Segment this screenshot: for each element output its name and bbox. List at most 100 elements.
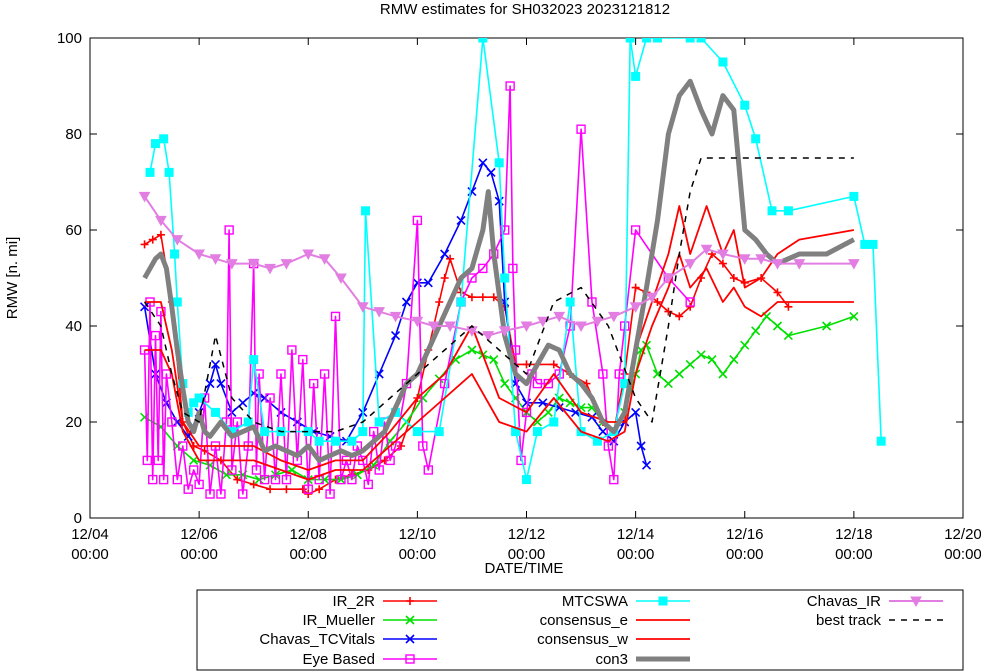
- data-point-eye-based: [303, 484, 313, 494]
- data-point-eye-based: [385, 455, 395, 466]
- data-point-chavas-ir: [302, 249, 315, 261]
- data-point-ir-mueller: [500, 379, 510, 389]
- data-point-eye-based: [183, 484, 193, 494]
- data-point-eye-based: [521, 407, 532, 418]
- data-point-ir-2r: [478, 293, 487, 302]
- data-point-ir-2r: [631, 283, 640, 292]
- data-point-ir-2r: [148, 235, 157, 244]
- data-point-ir-mueller: [674, 369, 684, 379]
- data-point-chavas-ir: [226, 259, 238, 270]
- data-point-ir-2r: [397, 442, 406, 450]
- data-point-chavas-ir: [537, 316, 549, 328]
- x-tick-label-date: 12/04: [71, 526, 109, 543]
- x-tick-label-date: 12/12: [508, 526, 546, 543]
- data-point-eye-based: [439, 378, 450, 389]
- data-point-mtcswa: [652, 38, 662, 43]
- data-point-mtcswa: [243, 417, 253, 427]
- data-point-ir-2r: [467, 293, 476, 302]
- data-point-chavas-ir: [389, 311, 402, 323]
- data-point-chavas-ir: [280, 259, 293, 270]
- data-point-eye-based: [609, 474, 619, 485]
- data-point-ir-2r: [315, 485, 324, 494]
- data-point-chavas-ir: [171, 235, 184, 246]
- data-point-mtcswa: [532, 427, 542, 437]
- data-point-chavas-ir: [575, 321, 587, 333]
- data-point-mtcswa: [170, 249, 180, 259]
- data-point-eye-based: [330, 311, 341, 322]
- legend-label-ir-2r: IR_2R: [332, 593, 375, 610]
- data-point-ir-2r: [729, 274, 738, 282]
- data-point-ir-2r: [675, 312, 684, 321]
- data-point-mtcswa: [478, 38, 488, 43]
- data-point-mtcswa: [145, 167, 155, 177]
- data-point-mtcswa: [374, 417, 384, 427]
- x-tick-label-time: 00:00: [835, 546, 873, 563]
- data-point-ir-mueller: [320, 475, 330, 485]
- data-point-chavas-tcvitals: [260, 393, 270, 403]
- data-point-eye-based: [478, 263, 488, 274]
- x-axis-label: DATE/TIME: [485, 560, 564, 577]
- data-point-eye-based: [156, 306, 166, 317]
- data-point-chavas-tcvitals: [390, 331, 401, 341]
- data-point-chavas-ir: [717, 249, 729, 261]
- data-point-mtcswa: [159, 134, 169, 144]
- data-point-chavas-tcvitals: [456, 215, 466, 225]
- data-point-chavas-tcvitals: [631, 407, 641, 417]
- data-point-mtcswa: [164, 167, 174, 177]
- data-point-mtcswa: [314, 436, 324, 446]
- x-tick-label-time: 00:00: [71, 546, 109, 563]
- data-point-chavas-tcvitals: [238, 398, 248, 408]
- data-point-ir-mueller: [663, 379, 673, 389]
- data-point-chavas-ir: [755, 254, 767, 265]
- data-point-eye-based: [508, 263, 518, 274]
- data-point-chavas-tcvitals: [210, 359, 221, 369]
- legend-box: [196, 589, 964, 671]
- data-point-chavas-ir: [209, 254, 222, 265]
- x-tick-label-time: 00:00: [399, 546, 437, 563]
- x-tick-label-time: 00:00: [508, 546, 546, 563]
- data-point-eye-based: [587, 297, 597, 307]
- x-tick-label-date: 12/08: [289, 526, 327, 543]
- legend-marker-mtcswa: [658, 596, 668, 606]
- data-point-chavas-ir: [247, 259, 260, 270]
- series-line-chavas-ir: [143, 195, 854, 337]
- data-point-chavas-ir: [738, 254, 751, 265]
- data-point-chavas-tcvitals: [205, 379, 215, 389]
- data-point-eye-based: [412, 215, 423, 226]
- data-point-mtcswa: [849, 191, 859, 201]
- legend-label-consensus-w: consensus_w: [537, 631, 628, 648]
- data-point-eye-based: [142, 455, 152, 466]
- data-point-eye-based: [172, 474, 183, 485]
- data-point-chavas-ir: [373, 307, 386, 318]
- series-line-best-track: [143, 157, 854, 433]
- data-point-eye-based: [423, 465, 433, 475]
- data-point-eye-based: [369, 426, 379, 437]
- data-point-mtcswa: [718, 57, 728, 67]
- data-point-ir-mueller: [707, 355, 717, 365]
- legend-label-chavas-tcvitals: Chavas_TCVitals: [259, 631, 375, 648]
- data-point-eye-based: [205, 489, 215, 499]
- data-point-eye-based: [685, 297, 695, 307]
- data-point-chavas-ir: [646, 292, 658, 304]
- x-tick-label-date: 12/20: [944, 526, 981, 543]
- series-chavas-tcvitals: [139, 158, 652, 470]
- data-point-chavas-ir: [591, 316, 604, 328]
- legend-marker-ir-2r: [406, 597, 414, 605]
- legend-label-con3: con3: [595, 651, 628, 668]
- series-consensus-w: [144, 253, 854, 481]
- data-point-mtcswa: [361, 206, 371, 216]
- data-point-ir-2r: [233, 475, 242, 484]
- data-point-chavas-ir: [629, 302, 642, 313]
- data-point-ir-mueller: [740, 340, 750, 350]
- data-point-mtcswa: [783, 206, 793, 216]
- data-point-mtcswa: [860, 239, 870, 249]
- data-point-mtcswa: [189, 398, 199, 408]
- series-line-eye-based: [143, 85, 691, 495]
- data-point-chavas-tcvitals: [641, 460, 652, 470]
- data-point-mtcswa: [685, 38, 695, 43]
- data-point-eye-based: [281, 474, 292, 485]
- data-point-chavas-tcvitals: [216, 379, 226, 389]
- data-point-mtcswa: [347, 436, 357, 446]
- data-point-chavas-ir: [684, 259, 697, 270]
- data-point-ir-2r: [446, 254, 455, 263]
